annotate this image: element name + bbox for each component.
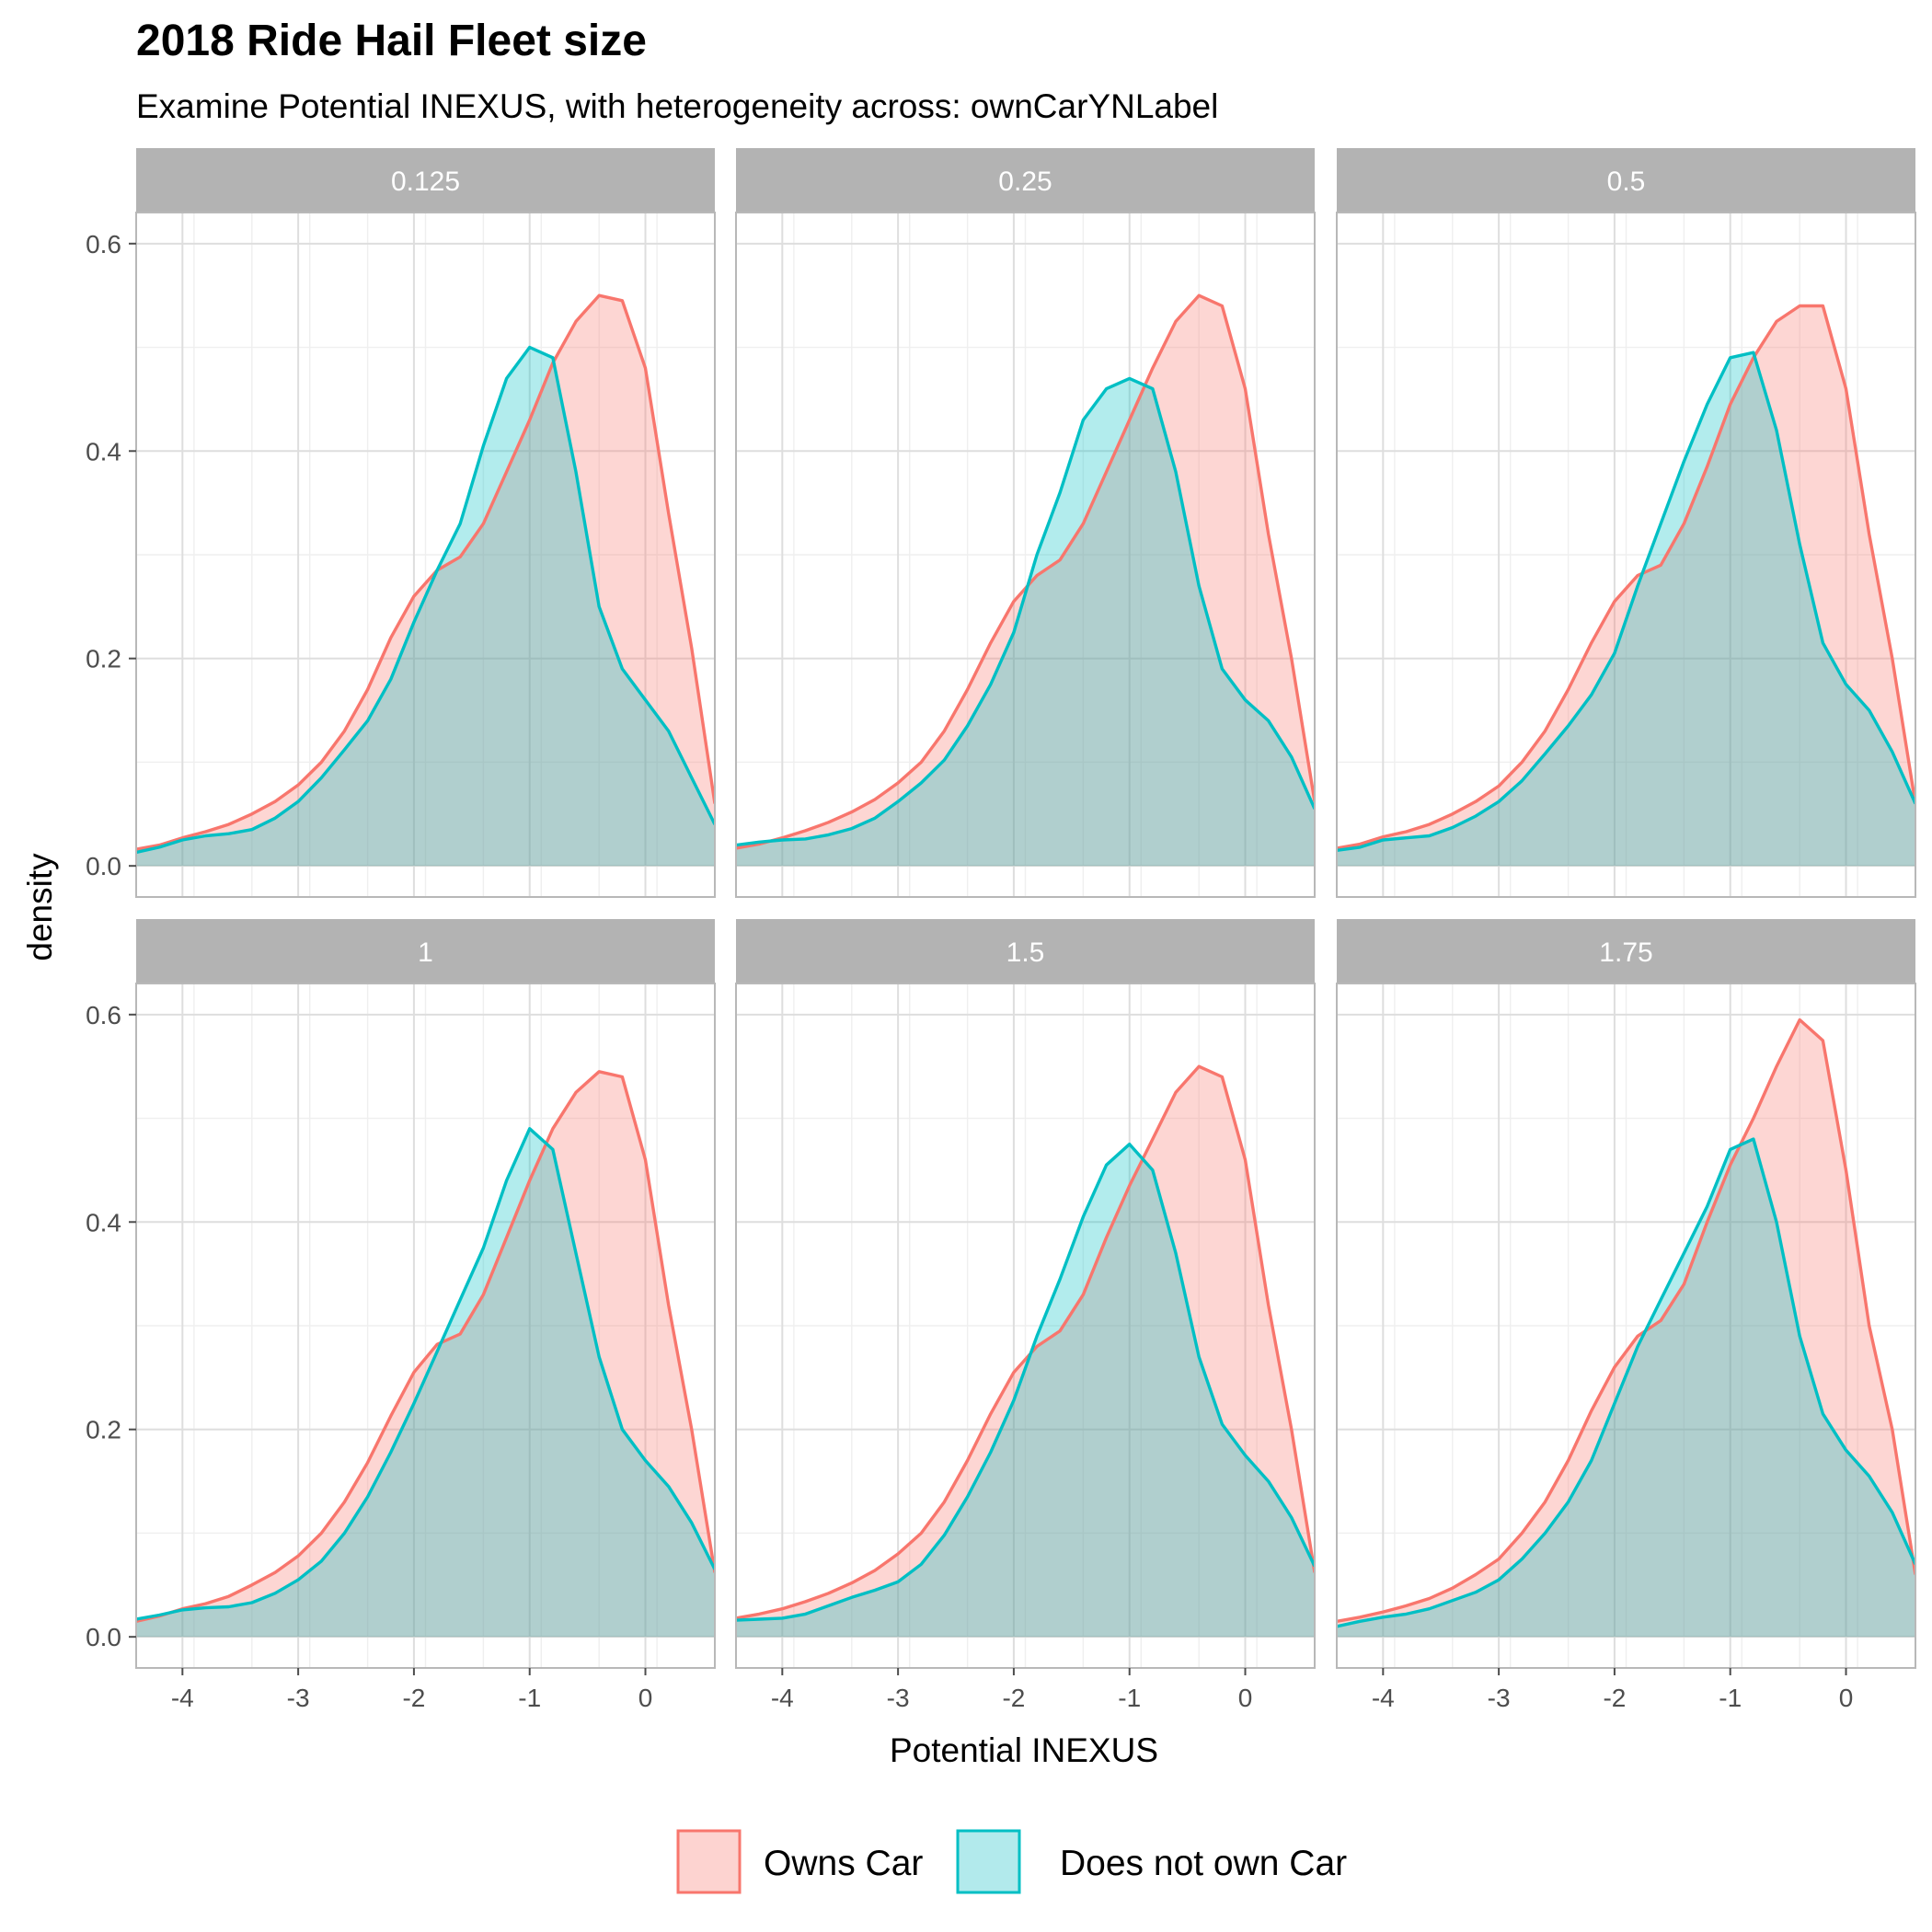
density-area-owns-car — [1337, 1019, 1915, 1638]
x-tick-label: -2 — [1603, 1684, 1626, 1712]
legend-key-owns-car — [676, 1829, 742, 1894]
panel-border — [1336, 983, 1916, 1669]
facet-strip-label: 1.5 — [1006, 937, 1045, 968]
y-tick-label: 0.4 — [86, 1208, 121, 1236]
facet-panel-3: 0.5 — [1336, 148, 1916, 898]
density-layer — [736, 1064, 1315, 1638]
density-line-owns-car — [736, 1064, 1315, 1620]
x-tick-label: -1 — [518, 1684, 541, 1712]
density-line-no-car — [736, 376, 1315, 847]
density-area-owns-car — [136, 1071, 715, 1638]
facet-strip — [136, 919, 715, 983]
density-layer — [736, 293, 1315, 867]
x-tick-label: -4 — [171, 1684, 194, 1712]
x-tick-label: 0 — [1238, 1684, 1253, 1712]
density-line-no-car — [1337, 351, 1915, 852]
panel-border — [135, 983, 716, 1669]
y-tick-label: 0.6 — [86, 230, 121, 259]
density-layer — [1337, 1018, 1915, 1638]
y-tick-label: 0.0 — [86, 1623, 121, 1651]
y-tick-label: 0.0 — [86, 852, 121, 880]
legend-label-owns-car: Owns Car — [764, 1844, 923, 1883]
density-area-owns-car — [1337, 305, 1915, 867]
density-line-no-car — [736, 1143, 1315, 1622]
y-tick-label: 0.4 — [86, 437, 121, 466]
facet-strip-label: 0.25 — [998, 167, 1052, 197]
panel-border — [135, 212, 716, 898]
x-tick-label: -2 — [1002, 1684, 1025, 1712]
legend-key-no-car — [956, 1829, 1021, 1894]
facet-strip-label: 1 — [418, 937, 433, 968]
density-line-owns-car — [136, 293, 715, 851]
density-line-owns-car — [1337, 304, 1915, 850]
density-line-no-car — [136, 345, 715, 855]
density-area-no-car — [736, 1144, 1315, 1638]
density-line-no-car — [1337, 1137, 1915, 1628]
x-tick-label: -4 — [771, 1684, 794, 1712]
facet-panel-2: 0.25 — [735, 148, 1316, 898]
density-line-owns-car — [1337, 1018, 1915, 1623]
x-tick-label: -3 — [287, 1684, 310, 1712]
panel-border — [735, 983, 1316, 1669]
density-layer — [136, 1070, 715, 1638]
facet-panel-1: 0.125 0.0 0.2 0.4 0.6 — [86, 148, 716, 898]
legend-label-no-car: Does not own Car — [1060, 1844, 1347, 1883]
facet-strip-label: 0.5 — [1607, 167, 1646, 197]
facet-panel-6: 1.75 -4 -3 -2 -1 0 — [1336, 919, 1916, 1712]
density-area-owns-car — [736, 295, 1315, 867]
x-tick-label: -3 — [1488, 1684, 1511, 1712]
density-area-no-car — [136, 1128, 715, 1638]
facet-strip — [1337, 919, 1915, 983]
facet-strip — [736, 148, 1315, 213]
density-line-no-car — [136, 1127, 715, 1621]
y-tick-label: 0.6 — [86, 1001, 121, 1029]
density-line-owns-car — [136, 1070, 715, 1623]
density-area-no-car — [1337, 352, 1915, 867]
facet-strip — [136, 148, 715, 213]
chart-subtitle: Examine Potential INEXUS, with heterogen… — [136, 87, 1218, 125]
density-area-no-car — [136, 347, 715, 867]
x-tick-label: 0 — [1839, 1684, 1854, 1712]
x-axis-title: Potential INEXUS — [890, 1731, 1158, 1769]
facet-strip — [1337, 148, 1915, 213]
chart-title: 2018 Ride Hail Fleet size — [136, 17, 647, 65]
facet-panel-5: 1.5 -4 -3 -2 -1 0 — [735, 919, 1316, 1712]
y-tick-label: 0.2 — [86, 1416, 121, 1444]
facet-panel-4: 1 0.0 0.2 0.4 0.6 -4 -3 -2 -1 0 — [86, 919, 716, 1712]
density-area-no-car — [1337, 1139, 1915, 1638]
x-tick-label: -2 — [402, 1684, 425, 1712]
density-layer — [1337, 304, 1915, 867]
facet-strip-label: 0.125 — [391, 167, 460, 197]
facet-strip — [736, 919, 1315, 983]
x-tick-label: -3 — [887, 1684, 910, 1712]
density-area-owns-car — [736, 1066, 1315, 1638]
legend: Owns Car Does not own Car — [676, 1829, 1347, 1894]
facet-strip-label: 1.75 — [1599, 937, 1652, 968]
x-tick-label: -4 — [1372, 1684, 1395, 1712]
panel-border — [735, 212, 1316, 898]
density-layer — [136, 293, 715, 867]
x-tick-label: -1 — [1719, 1684, 1742, 1712]
density-area-no-car — [736, 378, 1315, 867]
y-tick-label: 0.2 — [86, 645, 121, 673]
x-tick-label: 0 — [638, 1684, 653, 1712]
y-axis-title: density — [21, 853, 59, 961]
x-tick-label: -1 — [1118, 1684, 1141, 1712]
panel-border — [1336, 212, 1916, 898]
facet-panels: 0.125 0.0 0.2 0.4 0.6 0.25 0.5 1 0.0 0.2 0.4 0.6 -4 -… — [86, 148, 1916, 1712]
